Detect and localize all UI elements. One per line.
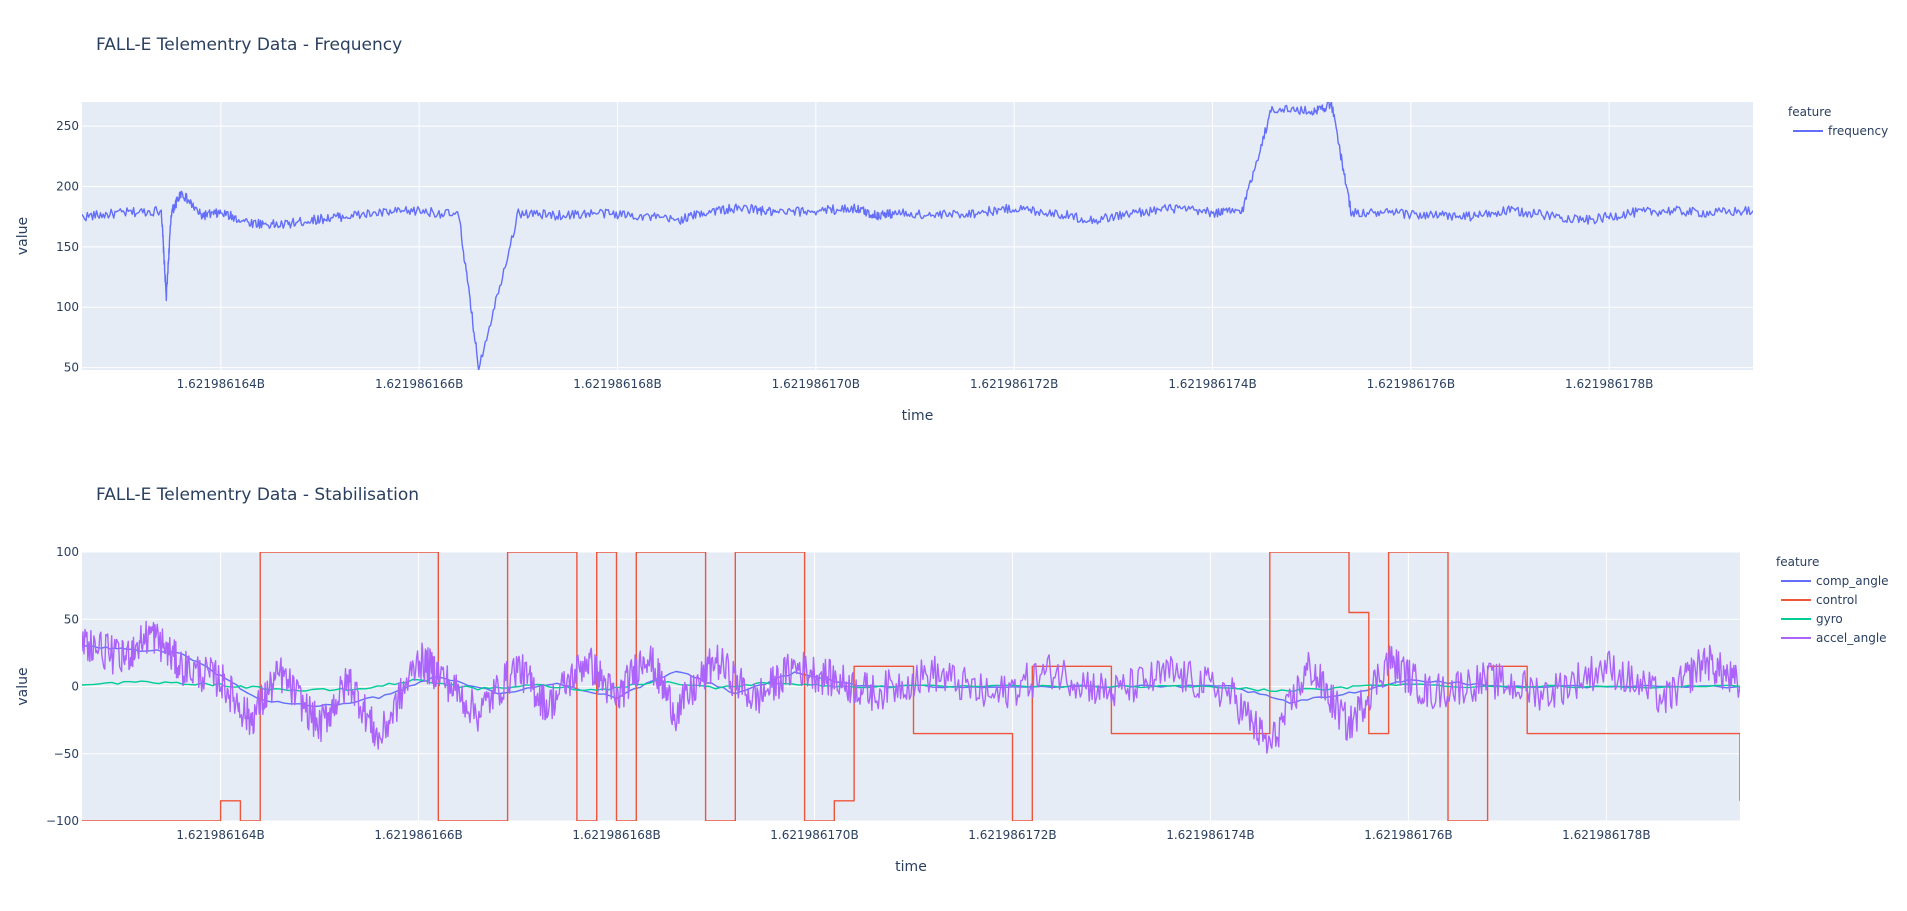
- x-tick-label: 1.621986172B: [968, 828, 1056, 842]
- legend-item-gyro[interactable]: gyro: [1781, 612, 1843, 626]
- x-tick-label: 1.621986174B: [1168, 377, 1256, 391]
- y-tick-label: −100: [46, 814, 79, 828]
- x-tick-label: 1.621986168B: [573, 377, 661, 391]
- y-tick-label: 250: [56, 119, 79, 133]
- chart-title: FALL-E Telementry Data - Stabilisation: [96, 485, 419, 505]
- legend-item-accel-angle[interactable]: accel_angle: [1781, 631, 1887, 645]
- x-tick-label: 1.621986170B: [770, 828, 858, 842]
- x-tick-label: 1.621986164B: [177, 377, 265, 391]
- y-tick-label: 0: [71, 680, 79, 694]
- x-tick-label: 1.621986166B: [375, 377, 463, 391]
- x-tick-label: 1.621986168B: [572, 828, 660, 842]
- legend-label: control: [1816, 593, 1858, 607]
- legend-label: gyro: [1816, 612, 1843, 626]
- x-tick-label: 1.621986176B: [1367, 377, 1455, 391]
- x-axis-title: time: [902, 408, 934, 424]
- x-tick-label: 1.621986176B: [1364, 828, 1452, 842]
- legend-item-comp-angle[interactable]: comp_angle: [1781, 574, 1889, 588]
- y-tick-label: 150: [56, 240, 79, 254]
- stabilisation-chart: FALL-E Telementry Data - Stabilisation 1.…: [15, 485, 1889, 875]
- plot-area: [82, 102, 1753, 370]
- legend-label: comp_angle: [1816, 574, 1889, 588]
- x-tick-label: 1.621986178B: [1562, 828, 1650, 842]
- x-tick-label: 1.621986164B: [176, 828, 264, 842]
- legend-title: feature: [1788, 105, 1831, 119]
- legend[interactable]: feature frequency: [1788, 105, 1888, 138]
- legend-title: feature: [1776, 555, 1819, 569]
- y-tick-label: 100: [56, 545, 79, 559]
- chart-title: FALL-E Telementry Data - Frequency: [96, 35, 402, 55]
- x-tick-label: 1.621986178B: [1565, 377, 1653, 391]
- y-tick-label: 100: [56, 300, 79, 314]
- legend-item-frequency[interactable]: frequency: [1793, 124, 1888, 138]
- legend-item-control[interactable]: control: [1781, 593, 1858, 607]
- y-tick-label: 50: [64, 361, 79, 375]
- x-tick-label: 1.621986166B: [374, 828, 462, 842]
- y-tick-label: 200: [56, 180, 79, 194]
- series-layer: [82, 552, 1740, 821]
- frequency-chart: FALL-E Telementry Data - Frequency 1.6219…: [15, 35, 1888, 424]
- x-tick-label: 1.621986172B: [970, 377, 1058, 391]
- legend-label: accel_angle: [1816, 631, 1887, 645]
- series-line-control: [82, 552, 1740, 821]
- y-tick-label: 50: [64, 612, 79, 626]
- y-tick-label: −50: [54, 747, 79, 761]
- legend-label: frequency: [1828, 124, 1888, 138]
- x-axis-title: time: [895, 859, 927, 875]
- series-layer: [82, 102, 1753, 370]
- series-line-accel-angle: [82, 620, 1740, 754]
- x-tick-label: 1.621986170B: [772, 377, 860, 391]
- series-line-frequency: [82, 102, 1753, 370]
- x-tick-label: 1.621986174B: [1166, 828, 1254, 842]
- y-axis-title: value: [15, 667, 31, 705]
- y-axis-title: value: [15, 217, 31, 255]
